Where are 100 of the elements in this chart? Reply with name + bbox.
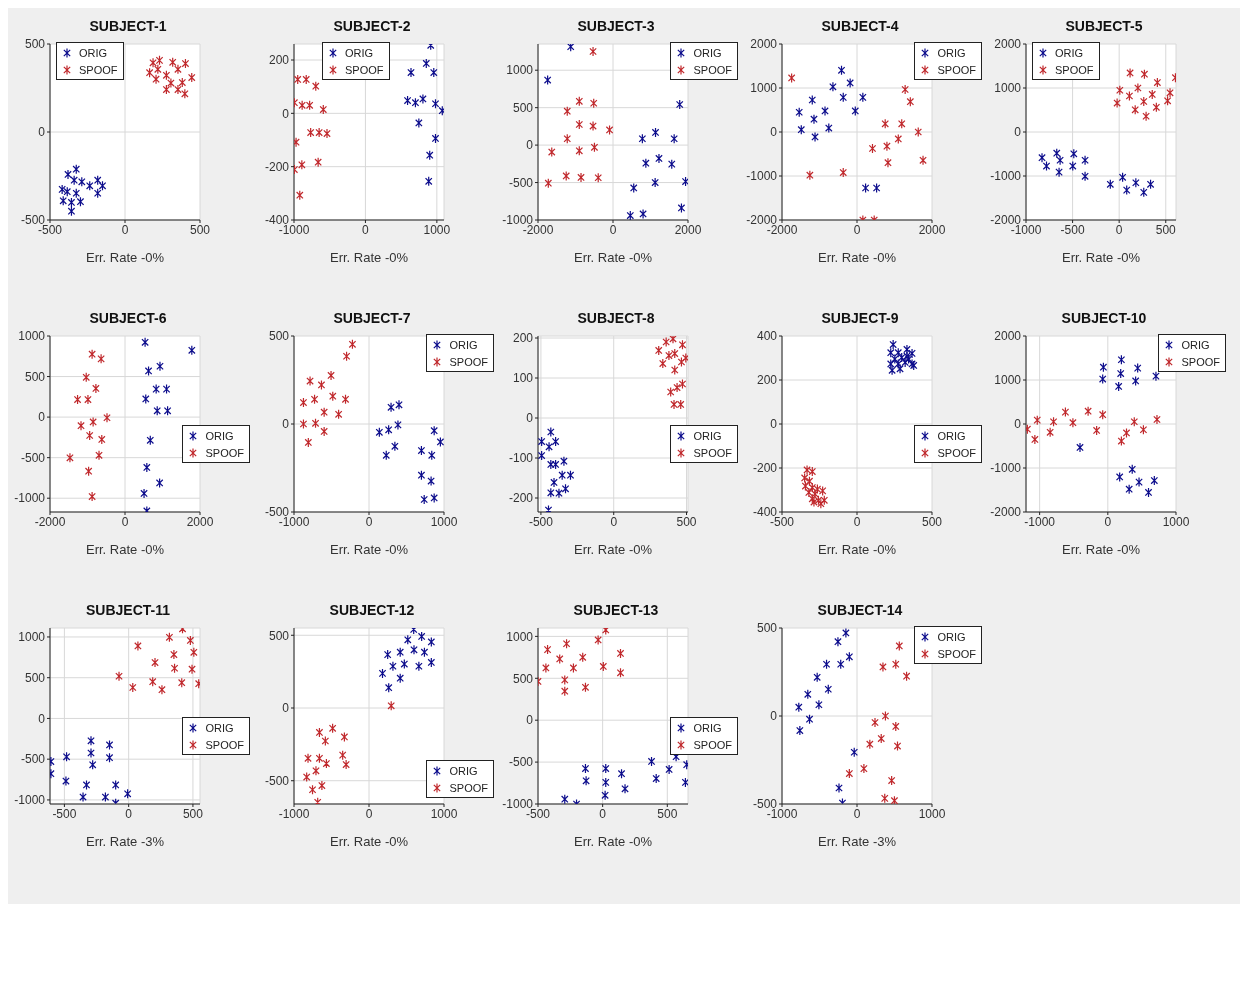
y-tick-label: -200	[264, 159, 290, 174]
point	[880, 793, 889, 804]
point	[560, 674, 569, 685]
point	[621, 783, 629, 794]
point	[162, 84, 171, 95]
point	[678, 339, 687, 350]
point	[417, 631, 426, 642]
y-tick-label: 500	[24, 37, 46, 52]
point	[82, 372, 91, 383]
point	[638, 133, 647, 144]
x-tick-label: 500	[189, 222, 211, 237]
point	[152, 74, 160, 85]
point	[562, 170, 570, 181]
point	[677, 356, 686, 368]
point	[154, 64, 162, 75]
point	[904, 354, 913, 365]
point	[906, 96, 915, 107]
point	[617, 768, 626, 779]
point	[659, 358, 667, 369]
point	[888, 365, 896, 376]
point	[431, 133, 440, 144]
point	[810, 114, 818, 125]
y-tick-label: -1000	[14, 793, 46, 808]
legend-label: SPOOF	[693, 738, 732, 751]
legend-label: ORIG	[693, 721, 722, 734]
x-tick-label: 0	[121, 514, 129, 529]
point	[901, 357, 909, 368]
point	[103, 412, 111, 423]
legend-label: ORIG	[449, 338, 478, 351]
point	[382, 450, 391, 461]
point	[616, 667, 625, 678]
point	[616, 648, 625, 659]
point	[317, 379, 326, 391]
point	[427, 636, 436, 648]
point	[1122, 427, 1131, 439]
y-tick-label: -1000	[14, 491, 46, 506]
point	[1116, 85, 1124, 96]
y-tick-label: 0	[38, 125, 46, 140]
point	[605, 124, 614, 135]
point	[1081, 155, 1089, 166]
point	[294, 74, 302, 85]
point	[1144, 487, 1153, 498]
point	[334, 409, 343, 420]
point	[850, 747, 859, 758]
point	[871, 717, 879, 728]
point	[891, 659, 900, 670]
chart-title: SUBJECT-12	[328, 602, 416, 620]
point	[544, 504, 553, 512]
point	[669, 336, 677, 344]
point	[1131, 375, 1140, 387]
point	[886, 347, 895, 358]
point	[105, 739, 114, 751]
x-tick-label: 0	[121, 222, 129, 237]
point	[665, 764, 673, 775]
chart-title: SUBJECT-4	[820, 18, 900, 36]
point	[894, 133, 903, 145]
point	[545, 441, 553, 452]
point	[599, 661, 608, 672]
x-tick-label: 2000	[918, 222, 946, 237]
point	[670, 348, 679, 359]
point	[845, 651, 854, 662]
point	[601, 777, 610, 788]
y-tick-label: 0	[38, 711, 46, 726]
point	[1056, 155, 1064, 166]
point	[555, 488, 563, 499]
legend-label: SPOOF	[449, 781, 488, 794]
point	[384, 682, 393, 693]
point	[1139, 96, 1148, 107]
point	[320, 407, 328, 418]
point	[894, 347, 903, 358]
point	[70, 175, 78, 186]
point	[98, 434, 106, 445]
point	[72, 164, 81, 175]
legend-label: ORIG	[449, 764, 478, 777]
x-axis-title: Err. Rate -0%	[573, 834, 653, 849]
x-tick-label: 1000	[1162, 514, 1190, 529]
point	[667, 159, 676, 170]
point	[378, 668, 387, 679]
chart-title: SUBJECT-1	[88, 18, 168, 36]
point	[1092, 425, 1101, 436]
x-tick-label: 2000	[186, 514, 214, 529]
chart-title: SUBJECT-11	[84, 602, 171, 620]
point	[311, 418, 320, 429]
point	[155, 55, 164, 66]
point	[1152, 102, 1161, 113]
point	[410, 644, 418, 655]
point	[891, 354, 899, 365]
point	[575, 96, 584, 107]
point	[165, 632, 174, 643]
point	[676, 399, 685, 410]
y-tick-label: 0	[282, 701, 290, 716]
point	[575, 145, 584, 156]
point	[594, 634, 602, 645]
point	[839, 92, 848, 103]
y-tick-label: 0	[526, 411, 534, 426]
point	[342, 759, 350, 770]
point	[425, 150, 434, 161]
y-tick-label: 500	[24, 369, 46, 384]
point	[320, 426, 328, 437]
point	[1135, 477, 1143, 488]
